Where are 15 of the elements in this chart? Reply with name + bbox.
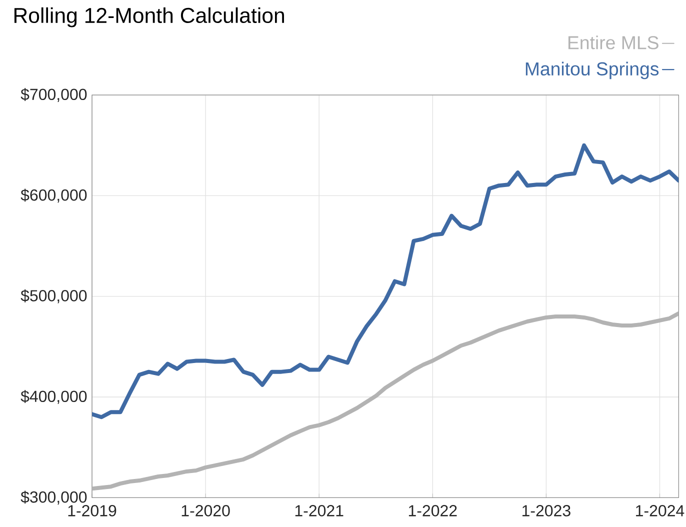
x-tick-label: 1-2021 [295, 505, 344, 516]
y-tick-label: $300,000 [20, 490, 87, 505]
y-tick-label: $400,000 [20, 390, 87, 404]
x-tick-label: 1-2019 [68, 505, 116, 516]
x-tick-label: 1-2020 [182, 505, 230, 516]
y-tick-label: $500,000 [20, 289, 87, 304]
x-tick-label: 1-2024 [636, 505, 684, 516]
legend-label: Manitou Springs [526, 62, 659, 80]
legend-label: Entire MLS [568, 36, 658, 50]
line-series [92, 143, 679, 420]
x-tick-label: 1-2022 [408, 505, 457, 516]
y-tick-label: $700,000 [20, 88, 87, 102]
y-tick-label: $600,000 [20, 188, 87, 203]
x-tick-label: 1-2023 [522, 505, 570, 516]
chart-title: Rolling 12-Month Calculation [14, 7, 284, 28]
